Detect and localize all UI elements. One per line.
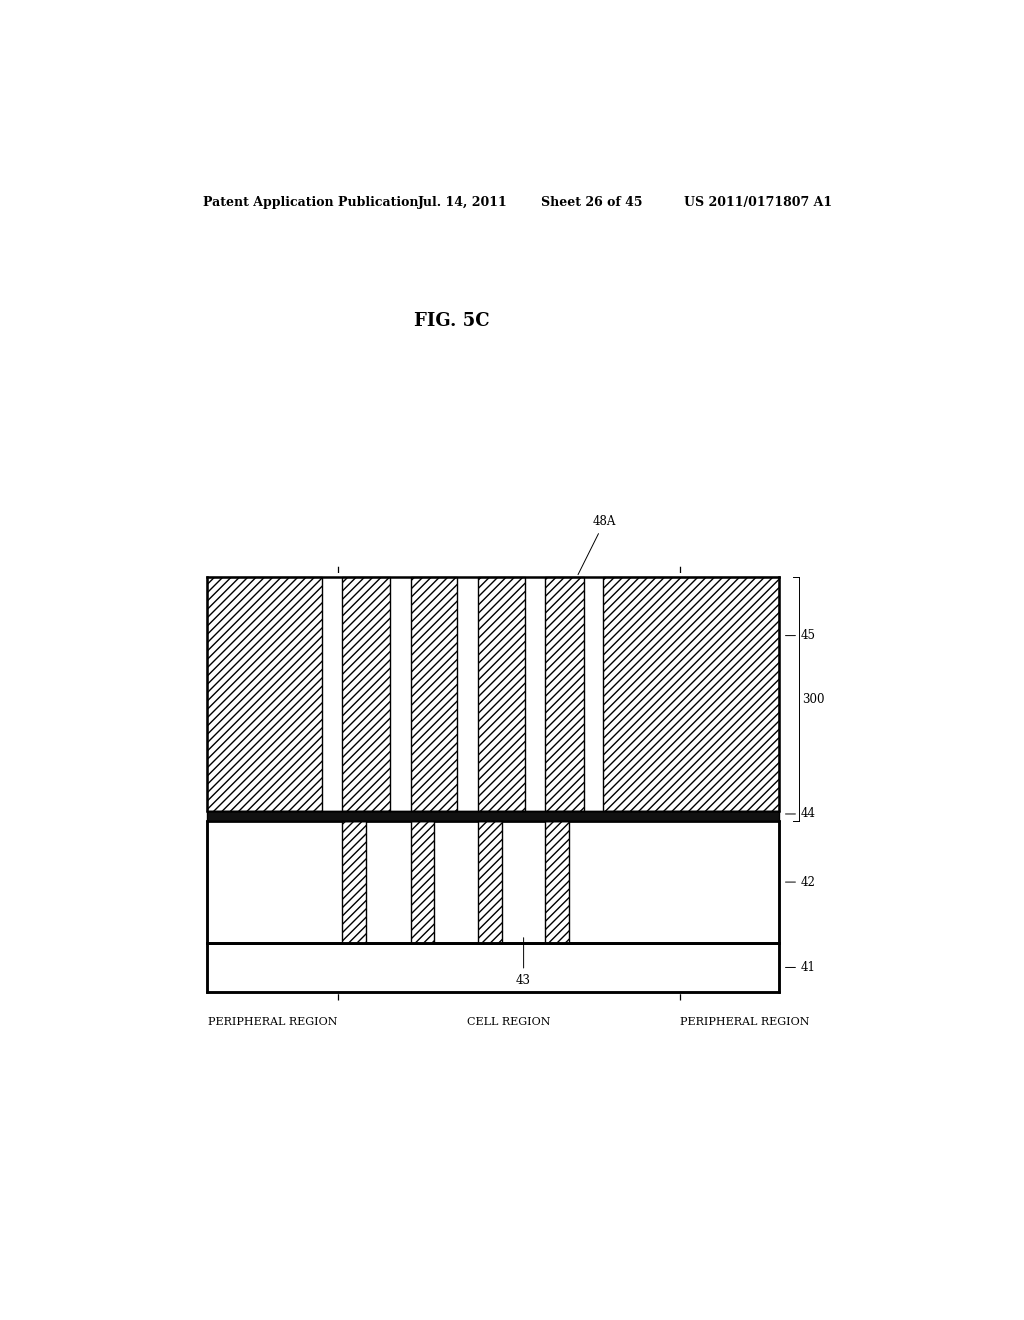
Bar — [342, 577, 390, 810]
Bar — [411, 821, 434, 942]
Text: PERIPHERAL REGION: PERIPHERAL REGION — [680, 1018, 810, 1027]
Text: PERIPHERAL REGION: PERIPHERAL REGION — [208, 1018, 338, 1027]
Bar — [478, 821, 502, 942]
Text: 41: 41 — [785, 961, 816, 974]
Text: 47: 47 — [344, 715, 359, 729]
Bar — [207, 577, 323, 810]
Bar — [342, 821, 367, 942]
Bar — [478, 577, 524, 810]
Text: 44: 44 — [785, 808, 816, 821]
Text: Patent Application Publication: Patent Application Publication — [204, 195, 419, 209]
Bar — [411, 577, 458, 810]
Bar — [207, 942, 778, 991]
Text: Jul. 14, 2011: Jul. 14, 2011 — [418, 195, 508, 209]
Text: 42: 42 — [785, 875, 816, 888]
Text: US 2011/0171807 A1: US 2011/0171807 A1 — [684, 195, 831, 209]
Text: FIG. 5C: FIG. 5C — [414, 312, 489, 330]
Bar — [207, 577, 778, 810]
Text: Sheet 26 of 45: Sheet 26 of 45 — [541, 195, 642, 209]
Bar — [207, 810, 778, 821]
Bar — [602, 577, 778, 810]
Text: 43: 43 — [516, 937, 531, 986]
Text: 300: 300 — [803, 693, 825, 706]
Bar — [207, 821, 778, 942]
Bar — [546, 577, 585, 810]
Bar — [546, 821, 569, 942]
Text: CELL REGION: CELL REGION — [467, 1018, 551, 1027]
Text: 45: 45 — [785, 630, 816, 642]
Text: 48A: 48A — [578, 515, 616, 574]
